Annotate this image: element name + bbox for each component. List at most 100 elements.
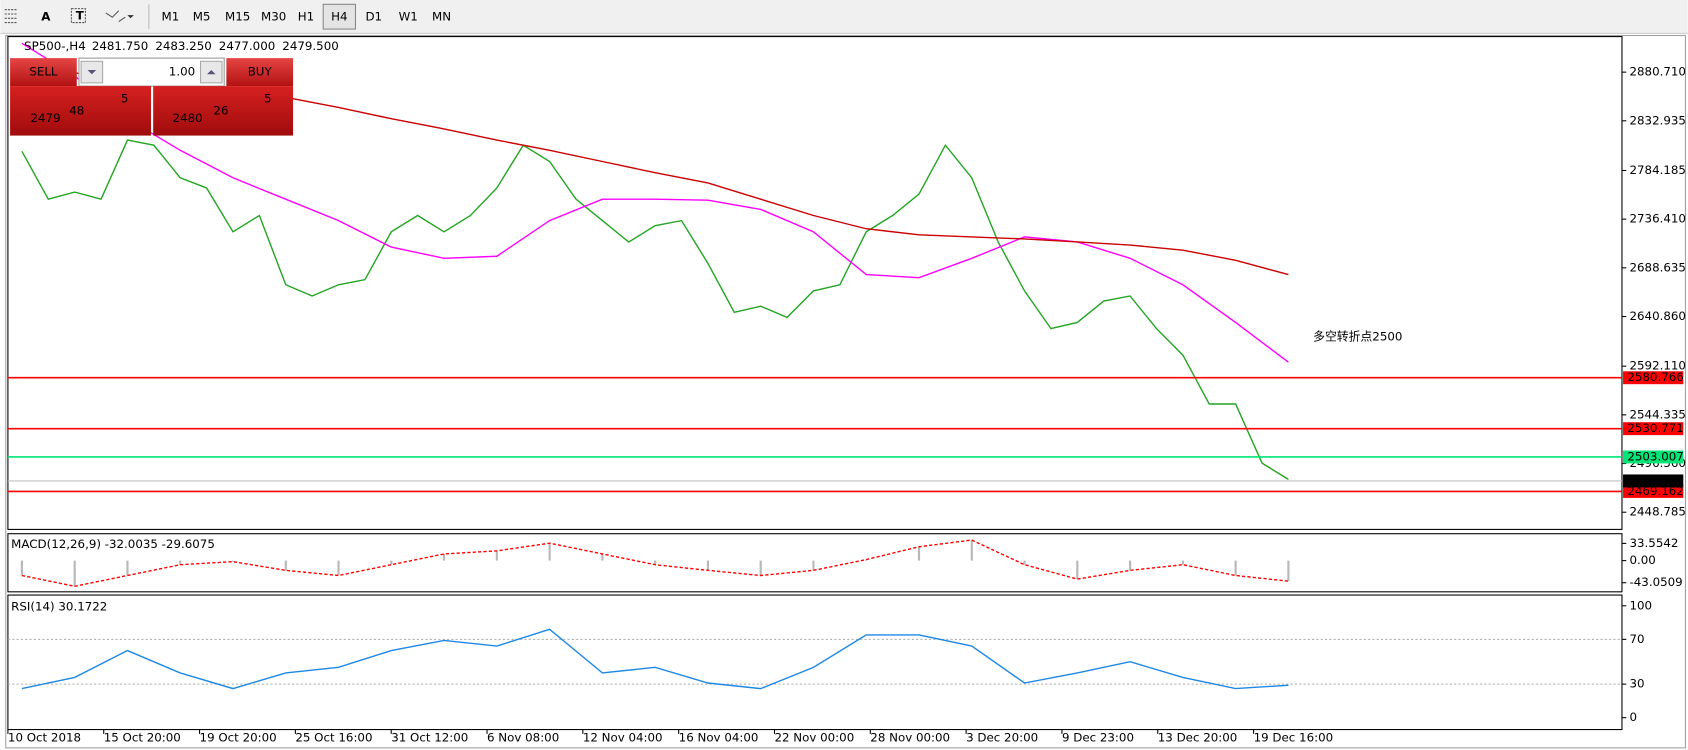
timeframe-bar: M1 M5 M15 M30 H1 H4 D1 W1 MN xyxy=(162,3,451,30)
macd-bar xyxy=(284,560,287,571)
bid-main: 48 xyxy=(69,103,84,117)
level-tag xyxy=(1623,422,1684,436)
timeframe-button[interactable] xyxy=(322,3,357,30)
macd-bar xyxy=(970,540,973,561)
timeframe-label[interactable]: M1 xyxy=(162,10,180,24)
annotation: 多空转折点2500 xyxy=(1313,329,1402,343)
y-tick-label: 2448.785 xyxy=(1630,505,1686,519)
volume-value[interactable]: 1.00 xyxy=(169,65,195,79)
y-tick-label: -43.0509 xyxy=(1630,575,1683,589)
time-label: 12 Nov 04:00 xyxy=(583,731,663,745)
rsi-line xyxy=(21,628,1289,690)
main-plot xyxy=(7,36,1623,530)
level-label: 2469.162 xyxy=(1627,484,1683,498)
macd-bar xyxy=(337,560,340,576)
macd-bar xyxy=(1181,560,1184,565)
text-label-icon[interactable] xyxy=(70,8,86,24)
crosshair-icon[interactable] xyxy=(4,9,18,24)
dropdown-icon[interactable] xyxy=(127,15,134,19)
time-label: 6 Nov 08:00 xyxy=(487,731,559,745)
buy-button[interactable] xyxy=(226,58,294,87)
macd-chart: 33.5542 0.00 -43.0509 xyxy=(20,536,1683,589)
time-label: 25 Oct 16:00 xyxy=(295,731,372,745)
close-price: 2479.500 xyxy=(282,39,338,53)
macd-bar xyxy=(179,560,182,565)
buy-label[interactable]: BUY xyxy=(248,65,273,79)
time-axis: 10 Oct 2018 15 Oct 20:00 19 Oct 20:00 25 Oc… xyxy=(7,729,1334,745)
sell-label[interactable]: SELL xyxy=(29,65,58,79)
timeframe-label[interactable]: H4 xyxy=(331,10,347,24)
level-label: 2503.007 xyxy=(1627,449,1683,463)
macd-bar xyxy=(231,560,235,562)
macd-bar xyxy=(759,560,762,576)
trade-panel: SELL 1.00 BUY 2479 48 5 2480 26 5 xyxy=(10,57,294,136)
y-tick-label: 0 xyxy=(1630,710,1638,724)
symbol: SP500-,H4 xyxy=(24,39,86,53)
time-label: 3 Dec 20:00 xyxy=(966,731,1038,745)
macd-bar xyxy=(706,560,710,571)
macd-bar xyxy=(1287,560,1290,582)
macd-bar xyxy=(812,560,815,571)
level-tag xyxy=(1623,450,1684,464)
high-price: 2483.250 xyxy=(155,39,211,53)
ask-big: 2480 xyxy=(173,111,203,125)
macd-label: MACD(12,26,9) -32.0035 -29.6075 xyxy=(11,537,215,551)
time-label: 31 Oct 12:00 xyxy=(391,731,468,745)
timeframe-label[interactable]: D1 xyxy=(365,10,382,24)
price-line xyxy=(21,139,1289,480)
y-tick-label: 33.5542 xyxy=(1630,536,1679,550)
time-label: 19 Oct 20:00 xyxy=(200,731,277,745)
rsi-chart: 100 70 30 0 xyxy=(7,598,1652,724)
toolbar xyxy=(0,0,1688,34)
bid-small: 5 xyxy=(121,91,129,105)
y-tick-label: 2880.710 xyxy=(1630,65,1686,79)
timeframe-label[interactable]: M5 xyxy=(193,10,211,24)
macd-plot xyxy=(7,533,1623,593)
macd-bar xyxy=(1129,560,1132,571)
level-tag xyxy=(1623,484,1684,498)
shapes-icon[interactable] xyxy=(105,10,126,22)
timeframe-label[interactable]: MN xyxy=(432,10,451,24)
timeframe-label[interactable]: H1 xyxy=(298,10,314,24)
bid-big: 2479 xyxy=(31,111,61,125)
macd-bar xyxy=(495,550,498,561)
macd-bar xyxy=(654,560,657,565)
sell-button[interactable] xyxy=(10,58,77,87)
time-label: 19 Dec 16:00 xyxy=(1254,731,1334,745)
level-label: 2580.766 xyxy=(1627,370,1683,384)
open-price: 2481.750 xyxy=(92,39,148,53)
timeframe-label[interactable]: M30 xyxy=(261,10,286,24)
macd-bar xyxy=(1234,560,1237,576)
level-tag xyxy=(1623,371,1684,385)
rsi-label: RSI(14) 30.1722 xyxy=(11,599,107,613)
macd-signal xyxy=(21,539,1289,587)
time-label: 16 Nov 04:00 xyxy=(679,731,759,745)
y-tick-label: 70 xyxy=(1630,632,1645,646)
text-tool[interactable]: A xyxy=(41,10,51,24)
timeframe-label[interactable]: M15 xyxy=(225,10,250,24)
bid-box[interactable] xyxy=(10,86,152,136)
text-tool-glyph: T xyxy=(76,9,84,23)
y-tick-label: 2592.110 xyxy=(1630,359,1686,373)
y-tick-label: 0.00 xyxy=(1630,553,1656,567)
y-tick-label: 2544.335 xyxy=(1630,407,1686,421)
time-label: 9 Dec 23:00 xyxy=(1062,731,1134,745)
time-label: 28 Nov 00:00 xyxy=(870,731,950,745)
macd-bar xyxy=(601,553,604,561)
macd-bar xyxy=(20,560,23,576)
volume-up-arrow xyxy=(206,69,216,75)
macd-bar xyxy=(1023,560,1026,565)
main-chart: 2880.710 2832.935 2784.185 2736.410 2688.635… xyxy=(7,42,1686,519)
level-tag xyxy=(1623,474,1684,488)
y-tick-label: 30 xyxy=(1630,677,1645,691)
macd-bar xyxy=(548,543,551,561)
level-label: 2530.771 xyxy=(1627,421,1683,435)
ask-box[interactable] xyxy=(153,86,294,136)
volume-down-arrow xyxy=(87,69,97,75)
macd-bar xyxy=(917,546,921,561)
y-tick-label: 2832.935 xyxy=(1630,113,1686,127)
timeframe-label[interactable]: W1 xyxy=(399,10,418,24)
macd-bar xyxy=(126,560,129,576)
